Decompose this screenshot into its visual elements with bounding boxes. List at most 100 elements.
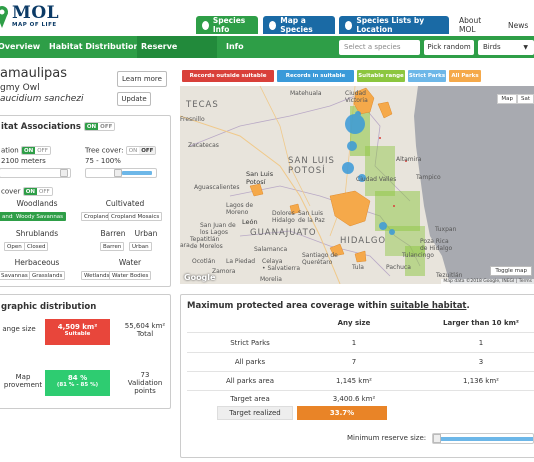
map-label-fresnillo: Fresnillo [180, 116, 205, 123]
min-reserve-slider[interactable] [432, 433, 534, 444]
chip-barren[interactable]: Barren [100, 242, 125, 251]
row-label-strict-parks: Strict Parks [230, 339, 270, 347]
map-label-sanluis-paz: San Luis de la Paz [298, 210, 325, 224]
category-urban: Urban [134, 229, 158, 238]
tree-cover-slider[interactable] [85, 168, 157, 178]
suitable-range-box: 4,509 km² Suitable [45, 319, 110, 345]
landcover-toggle[interactable]: ON OFF [22, 187, 53, 196]
suitable-range-value: 4,509 km² [57, 323, 98, 331]
species-search-input[interactable]: Select a species [339, 40, 420, 55]
divider [187, 390, 534, 391]
total-range-label: Total [136, 330, 154, 338]
map-label-pozarica: Poza Rica de Hidalgo [420, 238, 453, 252]
tree-cover-range: 75 - 100% [85, 157, 121, 165]
map-label-tampico: Tampico [416, 174, 441, 181]
map-label-tuxpan: Tuxpan [435, 226, 457, 233]
update-button[interactable]: Update [117, 92, 151, 106]
legend-records-outside[interactable]: Records outside suitable range [182, 70, 274, 91]
legend-all-parks[interactable]: All Parks [449, 70, 481, 82]
tree-cover-toggle[interactable]: ON OFF [125, 146, 157, 155]
chip-wetlands[interactable]: Wetlands [81, 271, 113, 280]
tab-habitat-distribution[interactable]: Habitat Distribution [49, 42, 140, 51]
habitat-toggle[interactable]: ON OFF [83, 122, 116, 131]
nav-news[interactable]: News [508, 20, 529, 30]
chip-cropland-mosaics[interactable]: Cropland Mosaics [108, 212, 163, 221]
logo-text[interactable]: MOL [12, 3, 60, 23]
map-type-map-button[interactable]: Map [497, 94, 517, 104]
tab-reserve-coverage[interactable]: Reserve Coverage [137, 36, 217, 73]
chip-woody-savannas[interactable]: Woody Savannas [13, 212, 67, 221]
geo-panel-title: graphic distribution [1, 302, 97, 312]
chip-grasslands[interactable]: Grasslands [29, 271, 66, 280]
habitat-panel-title: itat Associations ON OFF [1, 122, 116, 132]
category-herbaceous: Herbaceous [14, 258, 60, 267]
cell-target-any: 3,400.6 km² [332, 395, 376, 403]
map-label-morelia: Morelia [260, 276, 282, 283]
map-label-aguascalientes: Aguascalientes [194, 184, 240, 191]
map-label-sanluis-state: SAN LUIS POTOSÍ [288, 156, 335, 176]
category-water: Water [118, 258, 142, 267]
taxon-group-select[interactable]: Birds ▼ [478, 40, 534, 55]
learn-more-button[interactable]: Learn more [117, 71, 167, 87]
total-range-value: 55,604 km² [124, 322, 166, 330]
tree-cover-slider-handle[interactable] [114, 169, 122, 177]
target-realized-bar: 33.7% [297, 406, 387, 420]
elevation-slider-handle[interactable] [60, 169, 68, 177]
nav-species-info[interactable]: Species Info [196, 16, 258, 34]
map-type-satellite-button[interactable]: Sat [516, 94, 534, 104]
tab-info[interactable]: Info [226, 42, 244, 51]
nav-species-lists-label: Species Lists by Location [356, 16, 425, 34]
top-header: MOL MAP OF LIFE Species Info Map a Speci… [0, 0, 534, 36]
chip-water-bodies[interactable]: Water Bodies [109, 271, 152, 280]
chip-savannas[interactable]: Savannas [0, 271, 31, 280]
legend-strict-parks[interactable]: Strict Parks [408, 70, 446, 82]
tree-cover-label-text: Tree cover: [85, 146, 124, 155]
tree-cover-label: Tree cover: ON OFF [85, 146, 157, 155]
nav-map-species[interactable]: Map a Species [263, 16, 335, 34]
mol-logo-icon[interactable] [0, 3, 12, 29]
map-label-lapiedad: La Piedad [226, 258, 256, 265]
nav-about[interactable]: About MOL [459, 16, 482, 34]
pick-random-button[interactable]: Pick random [424, 40, 474, 55]
map-attribution[interactable]: Map data ©2018 Google, INEGI | Terms [441, 279, 534, 284]
toggle-on-label: ON [21, 147, 36, 154]
category-shrublands: Shrublands [15, 229, 59, 238]
map-label-hidalgo: HIDALGO [340, 236, 387, 246]
validation-value: 73 [140, 371, 150, 379]
species-name: amaulipas [0, 66, 68, 81]
legend-records-inside[interactable]: Records in suitable range [277, 70, 354, 91]
map-label-altamira: Altamira [396, 156, 422, 163]
map-improvement-label: Map provement [1, 373, 45, 389]
chip-open-shrublands[interactable]: Open [4, 242, 25, 251]
elevation-slider[interactable] [0, 168, 71, 178]
legend-suitable-range[interactable]: Suitable range [357, 70, 405, 82]
tab-overview[interactable]: Overview [0, 42, 41, 51]
elevation-label: ation ON OFF [1, 146, 51, 155]
min-reserve-slider-handle[interactable] [433, 434, 441, 443]
landcover-label-text: cover [1, 187, 21, 196]
toggle-on-label: ON [126, 147, 140, 154]
cell-strict-any: 1 [351, 339, 357, 347]
chip-closed-shrublands[interactable]: Closed [24, 242, 49, 251]
sub-navigation: Overview Habitat Distribution Reserve Co… [0, 36, 534, 73]
coverage-title-prefix: Maximum protected area coverage within [187, 301, 391, 311]
row-label-all-parks: All parks [234, 358, 266, 366]
elevation-toggle[interactable]: ON OFF [20, 146, 51, 155]
toggle-on-label: ON [84, 123, 99, 130]
validation-label-1: Validation [127, 379, 163, 387]
nav-species-lists[interactable]: Species Lists by Location [339, 16, 449, 34]
target-realized-label: Target realized [217, 406, 293, 420]
map-improvement-label-2: provement [3, 381, 43, 389]
row-label-target-area: Target area [230, 395, 270, 403]
habitat-associations-panel: itat Associations ON OFF ation ON OFF 21… [0, 115, 171, 287]
species-map[interactable]: TECAS Matehuala Ciudad Victoria Fresnill… [180, 86, 534, 284]
toggle-map-button[interactable]: Toggle map [490, 266, 532, 276]
min-reserve-label: Minimum reserve size: [347, 434, 427, 442]
category-woodlands: Woodlands [16, 199, 58, 208]
total-range: 55,604 km² Total [119, 322, 171, 338]
divider [187, 332, 534, 333]
chip-urban[interactable]: Urban [129, 242, 152, 251]
coverage-panel: Maximum protected area coverage within s… [180, 294, 534, 458]
suitable-habitat-link[interactable]: suitable habitat [390, 301, 467, 311]
map-label-salamanca: Salamanca [254, 246, 288, 253]
